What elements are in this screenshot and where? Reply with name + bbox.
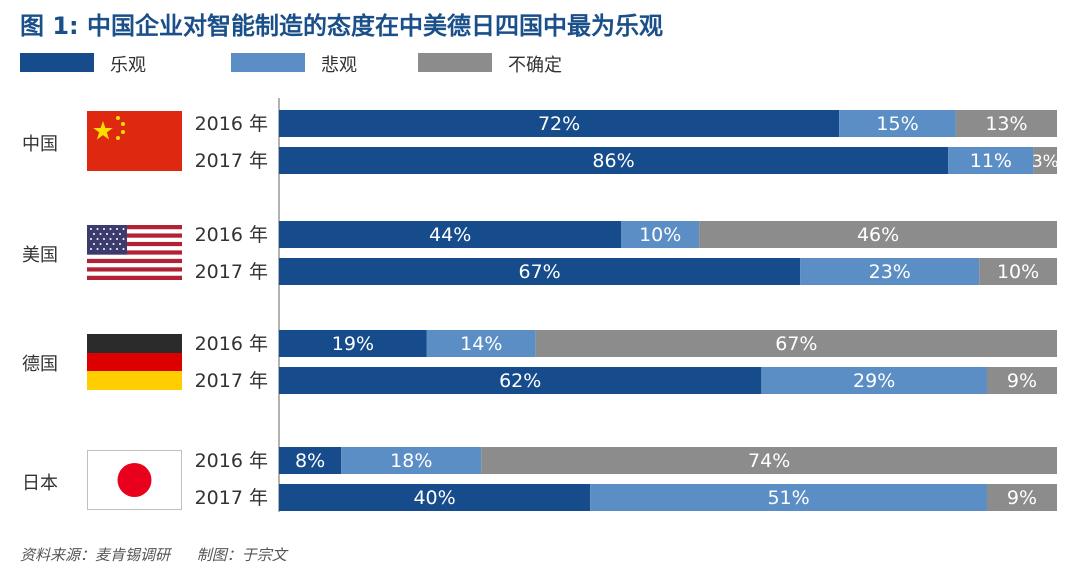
data-label-usa-2017-optimistic: 67% (519, 261, 561, 283)
data-label-germany-2017-pessimistic: 29% (853, 370, 895, 392)
data-label-japan-2017-uncertain: 9% (1007, 487, 1037, 509)
bar-segment-usa-2016-pessimistic (621, 221, 700, 248)
year-label-usa-2017: 2017 年 (195, 261, 268, 283)
china-flag-icon (87, 111, 182, 171)
bar-segment-china-2017-optimistic (279, 147, 949, 174)
data-label-usa-2016-optimistic: 44% (429, 224, 471, 246)
data-label-china-2017-pessimistic: 11% (970, 150, 1012, 172)
legend-swatch-pessimistic (231, 53, 305, 72)
source-note: 资料来源：麦肯锡调研 (20, 546, 171, 564)
year-label-china-2017: 2017 年 (195, 150, 268, 172)
bar-segment-germany-2017-optimistic (279, 367, 762, 394)
year-label-japan-2016: 2016 年 (195, 450, 268, 472)
data-label-japan-2016-uncertain: 74% (748, 450, 790, 472)
year-label-china-2016: 2016 年 (195, 113, 268, 135)
bar-segment-china-2016-uncertain (955, 110, 1057, 137)
bar-segment-japan-2016-uncertain (481, 447, 1057, 474)
chart-marks: 2016 年 72% 15% 13% 2017 年 86% 11% 3% 2016 年 44% 10… (195, 110, 1059, 511)
bar-segment-china-2017-uncertain (1033, 147, 1057, 174)
legend-swatch-uncertain (418, 53, 492, 72)
legend-swatch-optimistic (20, 53, 94, 72)
author-note: 制图：于宗文 (196, 546, 287, 564)
chart-title: 图 1: 中国企业对智能制造的态度在中美德日四国中最为乐观 (20, 12, 664, 40)
data-label-germany-2016-pessimistic: 14% (460, 333, 502, 355)
bar-segment-usa-2017-optimistic (279, 258, 801, 285)
year-label-usa-2016: 2016 年 (195, 224, 268, 246)
country-label-japan: 日本 (22, 473, 58, 494)
data-label-germany-2016-optimistic: 19% (332, 333, 374, 355)
bar-segment-germany-2016-optimistic (279, 330, 427, 357)
data-label-china-2016-pessimistic: 15% (876, 113, 918, 135)
bar-segment-china-2016-pessimistic (839, 110, 956, 137)
data-label-usa-2017-uncertain: 10% (997, 261, 1039, 283)
data-label-china-2016-uncertain: 13% (985, 113, 1027, 135)
data-label-china-2017-optimistic: 86% (592, 150, 634, 172)
legend-label-pessimistic: 悲观 (321, 55, 357, 76)
data-label-germany-2017-optimistic: 62% (499, 370, 541, 392)
data-label-japan-2016-pessimistic: 18% (390, 450, 432, 472)
bar-segment-usa-2017-pessimistic (800, 258, 980, 285)
data-label-japan-2016-optimistic: 8% (295, 450, 325, 472)
bar-segment-germany-2017-pessimistic (761, 367, 987, 394)
bar-segment-japan-2017-optimistic (279, 484, 591, 511)
data-label-germany-2016-uncertain: 67% (775, 333, 817, 355)
data-label-usa-2016-pessimistic: 10% (639, 224, 681, 246)
bar-segment-japan-2017-uncertain (986, 484, 1057, 511)
country-label-germany: 德国 (22, 354, 58, 375)
data-label-japan-2017-pessimistic: 51% (767, 487, 809, 509)
bar-segment-usa-2016-optimistic (279, 221, 622, 248)
japan-flag-icon (87, 450, 182, 510)
germany-flag-icon (87, 334, 182, 390)
bar-segment-germany-2016-pessimistic (426, 330, 536, 357)
bar-segment-germany-2016-uncertain (535, 330, 1057, 357)
bar-segment-usa-2017-uncertain (979, 258, 1057, 285)
data-label-japan-2017-optimistic: 40% (413, 487, 455, 509)
year-label-germany-2016: 2016 年 (195, 333, 268, 355)
data-label-usa-2017-pessimistic: 23% (869, 261, 911, 283)
usa-flag-icon (87, 225, 182, 280)
bar-segment-china-2017-pessimistic (948, 147, 1034, 174)
bar-segment-usa-2016-uncertain (699, 221, 1057, 248)
data-label-germany-2017-uncertain: 9% (1007, 370, 1037, 392)
bar-segment-japan-2016-optimistic (279, 447, 342, 474)
year-label-germany-2017: 2017 年 (195, 370, 268, 392)
data-label-usa-2016-uncertain: 46% (857, 224, 899, 246)
bar-segment-china-2016-optimistic (279, 110, 840, 137)
country-label-china: 中国 (22, 134, 58, 155)
data-label-china-2016-optimistic: 72% (538, 113, 580, 135)
legend-label-uncertain: 不确定 (508, 55, 562, 76)
bar-segment-japan-2016-pessimistic (341, 447, 482, 474)
country-label-usa: 美国 (22, 245, 58, 266)
bar-segment-japan-2017-pessimistic (590, 484, 987, 511)
bar-segment-germany-2017-uncertain (986, 367, 1057, 394)
data-label-china-2017-uncertain: 3% (1032, 152, 1059, 172)
legend-label-optimistic: 乐观 (110, 55, 146, 76)
year-label-japan-2017: 2017 年 (195, 487, 268, 509)
footer: 资料来源：麦肯锡调研 制图：于宗文 (20, 544, 309, 565)
